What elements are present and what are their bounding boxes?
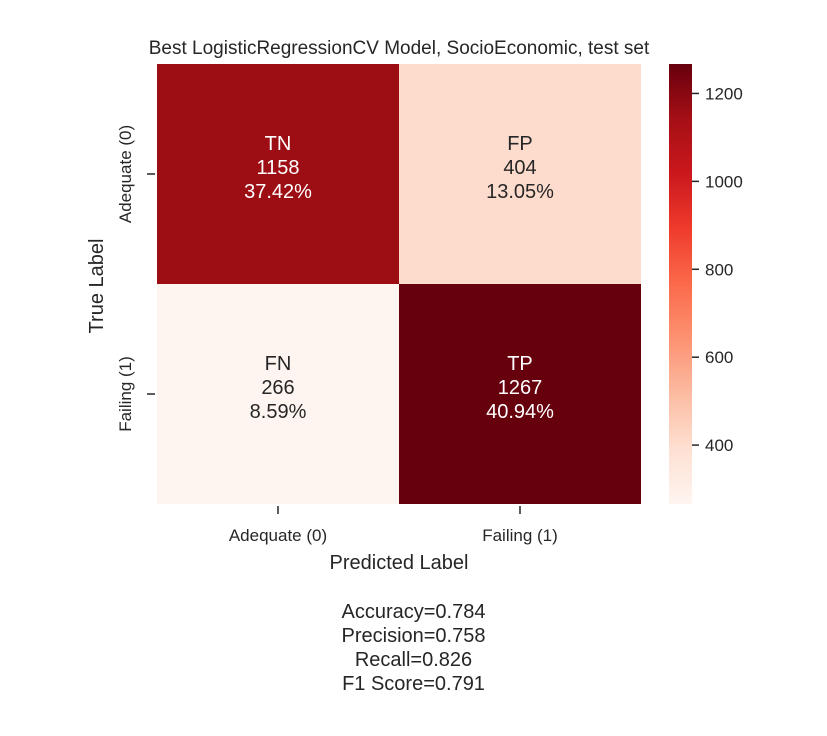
cell-count-fp: 404 (503, 157, 536, 179)
cell-count-tn: 1158 (256, 157, 299, 179)
heatmap-cell-fp (399, 64, 641, 284)
colorbar-tick-label: 1200 (705, 84, 743, 103)
heatmap-cell-tn (157, 64, 399, 284)
cell-label-fn: FN (265, 353, 292, 375)
cell-label-tn: TN (265, 133, 292, 155)
metrics-block: Accuracy=0.784 Precision=0.758 Recall=0.… (0, 600, 827, 696)
heatmap-cell-tp (399, 284, 641, 504)
f1-score-text: F1 Score=0.791 (342, 673, 485, 695)
y-axis: Adequate (0) Failing (1) (116, 125, 155, 432)
cell-label-fp: FP (507, 133, 533, 155)
colorbar-tick-label: 400 (705, 436, 733, 455)
colorbar-gradient (669, 64, 692, 504)
x-axis-label: Predicted Label (330, 552, 469, 574)
recall-text: Recall=0.826 (354, 649, 473, 671)
cell-percent-fn: 8.59% (250, 401, 307, 423)
precision-text: Precision=0.758 (341, 625, 486, 647)
cell-label-tp: TP (507, 353, 533, 375)
cell-count-fn: 266 (261, 377, 294, 399)
colorbar-tick-label: 600 (705, 348, 733, 367)
colorbar-tick-label: 800 (705, 260, 733, 279)
y-tick-label: Failing (1) (116, 356, 135, 432)
accuracy-text: Accuracy=0.784 (341, 601, 486, 623)
heatmap-cell-fn (157, 284, 399, 504)
x-axis: Adequate (0) Failing (1) (229, 506, 558, 545)
colorbar: 400 600 800 1000 1200 (669, 64, 743, 504)
x-tick-label: Adequate (0) (229, 526, 327, 545)
cell-count-tp: 1267 (498, 377, 543, 399)
colorbar-tick-label: 1000 (705, 172, 743, 191)
confusion-matrix-chart: Best LogisticRegressionCV Model, SocioEc… (86, 38, 743, 574)
cell-percent-tn: 37.42% (244, 181, 312, 203)
x-tick-label: Failing (1) (482, 526, 558, 545)
y-tick-label: Adequate (0) (116, 125, 135, 223)
cell-percent-fp: 13.05% (486, 181, 554, 203)
cell-percent-tp: 40.94% (486, 401, 554, 423)
chart-title: Best LogisticRegressionCV Model, SocioEc… (149, 38, 650, 59)
y-axis-label: True Label (86, 239, 108, 334)
